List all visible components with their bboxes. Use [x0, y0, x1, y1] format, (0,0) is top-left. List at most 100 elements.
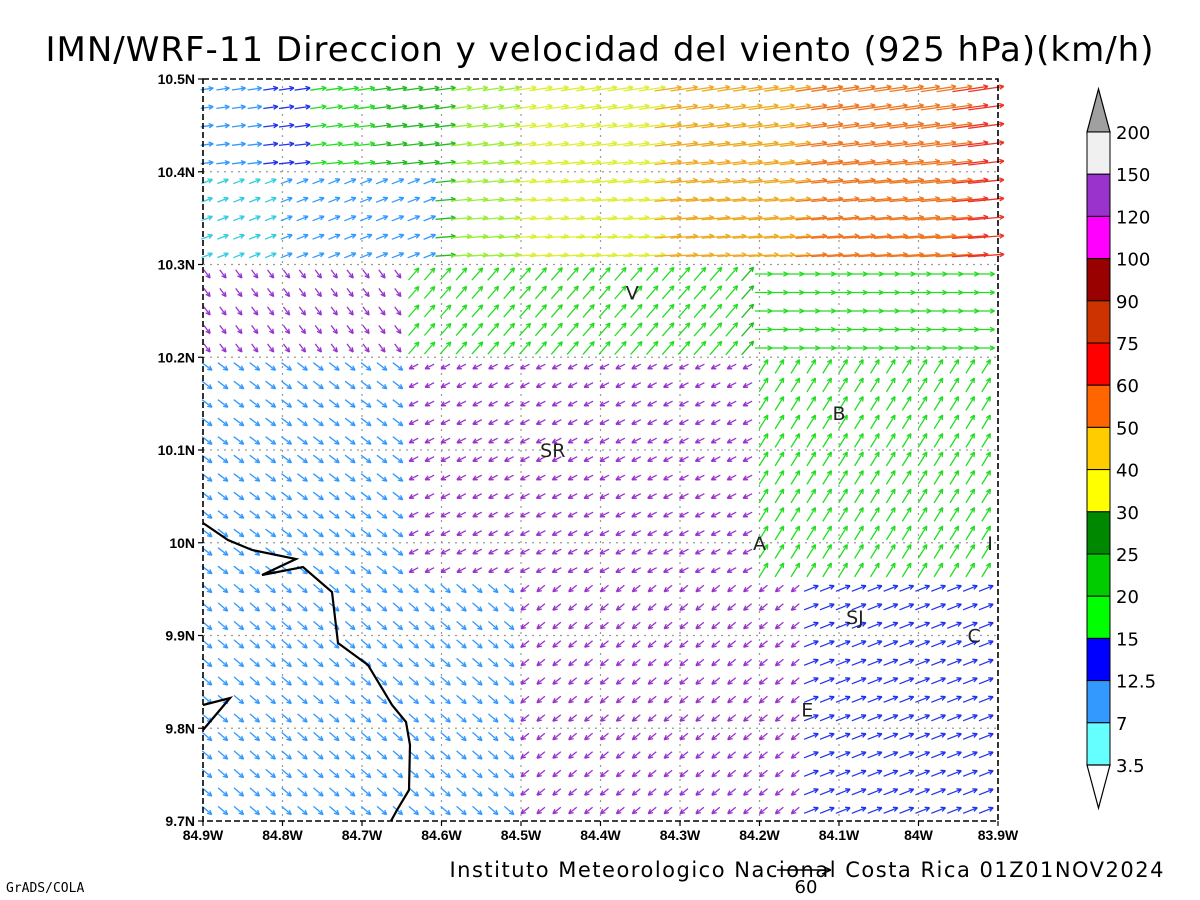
wind-vector — [503, 694, 515, 705]
wind-vector — [408, 694, 420, 705]
wind-vector — [965, 562, 976, 578]
wind-vector — [424, 363, 435, 370]
wind-vector — [488, 530, 498, 536]
wind-vector — [359, 233, 373, 240]
wind-vector — [631, 751, 641, 759]
wind-vector — [949, 488, 960, 504]
wind-vector — [520, 751, 530, 759]
wind-vector — [344, 178, 357, 185]
wind-vector — [408, 322, 420, 336]
wind-vector — [710, 437, 721, 444]
wind-vector — [487, 713, 499, 723]
wind-vector — [615, 382, 626, 388]
wind-vector — [694, 363, 705, 370]
wind-vector — [647, 548, 657, 555]
wind-vector — [297, 454, 308, 464]
wind-vector — [280, 233, 293, 240]
colorbar-segment — [1086, 637, 1111, 682]
wind-vector — [901, 359, 912, 374]
wind-vector — [965, 377, 976, 393]
wind-vector — [790, 396, 801, 411]
wind-vector — [249, 639, 261, 649]
wind-vector — [217, 473, 229, 482]
wind-vector — [901, 562, 912, 578]
wind-vector — [264, 178, 277, 185]
wind-vector — [217, 639, 229, 649]
wind-vector — [344, 528, 356, 538]
wind-vector — [774, 677, 784, 685]
wind-vector — [901, 414, 912, 430]
wind-vector — [741, 266, 755, 282]
wind-vector — [774, 544, 785, 559]
wind-vector — [376, 805, 388, 816]
wind-vector — [743, 695, 753, 704]
wind-vector — [851, 769, 867, 777]
wind-vector — [835, 584, 851, 592]
wind-vector — [216, 141, 230, 147]
wind-vector — [899, 603, 915, 611]
wind-vector — [933, 359, 944, 374]
wind-vector — [599, 548, 610, 555]
wind-vector — [201, 362, 213, 371]
wind-vector — [694, 567, 705, 573]
wind-vector — [677, 303, 691, 319]
wind-vector — [552, 751, 562, 759]
wind-vector — [456, 768, 467, 779]
wind-vector — [233, 473, 245, 482]
wind-vector — [899, 788, 915, 796]
wind-vector — [598, 285, 611, 300]
wind-vector — [646, 322, 659, 337]
wind-vector — [424, 511, 435, 518]
wind-vector — [312, 491, 324, 501]
wind-vector — [408, 639, 420, 649]
wind-vector — [282, 343, 291, 353]
wind-vector — [344, 417, 356, 427]
wind-vector — [519, 474, 530, 481]
wind-vector — [949, 377, 960, 393]
wind-vector — [265, 768, 276, 779]
colorbar-label: 150 — [1116, 165, 1150, 186]
wind-vector — [328, 768, 340, 779]
lon-tick-label: 84.7W — [342, 827, 383, 843]
wind-vector — [838, 470, 848, 485]
wind-vector — [743, 788, 753, 796]
wind-vector — [217, 805, 229, 816]
wind-vector — [679, 788, 689, 796]
wind-vector — [357, 85, 376, 92]
wind-vector — [472, 657, 483, 668]
wind-vector — [790, 788, 800, 796]
wind-vector — [440, 602, 451, 612]
wind-vector — [978, 788, 994, 796]
wind-vector — [344, 380, 356, 390]
wind-vector — [551, 437, 562, 444]
wind-vector — [599, 474, 610, 481]
wind-vector — [265, 454, 277, 464]
wind-vector — [854, 507, 864, 522]
wind-vector — [472, 787, 483, 797]
wind-vector — [615, 658, 625, 667]
wind-vector — [376, 639, 388, 649]
wind-vector — [297, 399, 308, 408]
wind-vector — [851, 584, 867, 592]
wind-vector — [584, 677, 594, 685]
wind-vector — [758, 470, 769, 485]
wind-vector — [408, 304, 420, 318]
wind-vector — [328, 750, 340, 760]
wind-vector — [663, 567, 673, 573]
wind-vector — [742, 511, 753, 518]
wind-vector — [819, 695, 835, 703]
wind-vector — [456, 639, 467, 649]
wind-vector — [423, 322, 436, 336]
wind-vector — [264, 233, 277, 240]
wind-vector — [678, 474, 689, 481]
wind-vector — [774, 658, 784, 667]
wind-vector — [360, 565, 372, 575]
wind-vector — [423, 285, 436, 299]
wind-vector — [328, 454, 340, 464]
wind-vector — [328, 399, 340, 408]
wind-vector — [962, 714, 978, 722]
wind-vector — [281, 399, 293, 408]
wind-vector — [883, 621, 899, 629]
wind-vector — [376, 491, 388, 501]
wind-vector — [694, 548, 705, 555]
